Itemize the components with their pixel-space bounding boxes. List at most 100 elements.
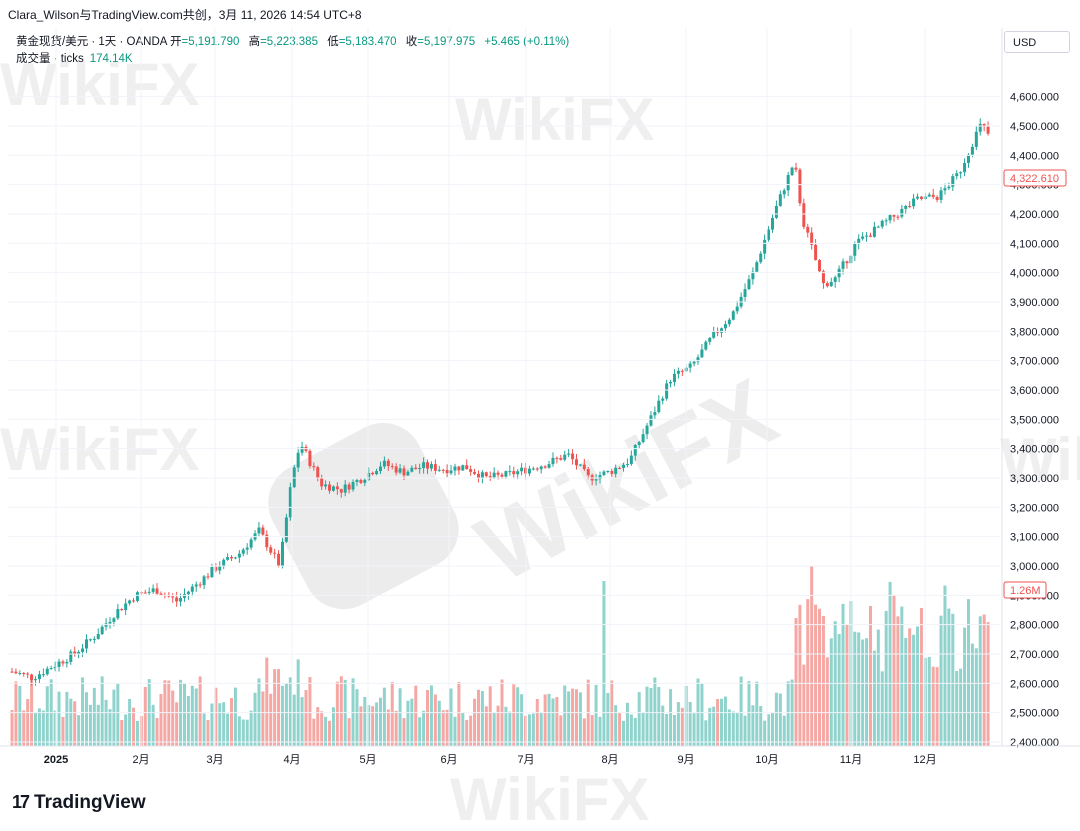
candle-body (508, 471, 512, 473)
volume-bar (198, 676, 202, 746)
price-tag-box (1003, 169, 1067, 187)
volume-bar (829, 638, 833, 746)
time-tick-label: 12月 (913, 754, 936, 766)
volume-bar (974, 648, 978, 746)
volume-bar (41, 710, 45, 746)
candles (10, 118, 990, 686)
volume-bar (861, 639, 865, 746)
candle-body (378, 466, 382, 472)
candle-body (939, 190, 943, 200)
volume-bar (661, 705, 665, 746)
volume-bar (508, 711, 512, 746)
price-tick-label: 4,500.000 (1010, 121, 1059, 133)
candle-body (65, 661, 69, 664)
candle-body (394, 466, 398, 473)
candle-body (441, 469, 445, 471)
price-tick-label: 4,400.000 (1010, 150, 1059, 162)
candle-body (876, 226, 880, 228)
time-tick-label: 4月 (283, 754, 300, 766)
candle-body (53, 666, 57, 669)
close-label: 收 (405, 36, 418, 48)
candle-body (151, 588, 155, 592)
volume-bar (367, 705, 371, 746)
time-axis[interactable]: 2025 2月 3月 4月 5月 6月 7月 8月 9月 10月 11月 12月 (0, 28, 1080, 766)
volume-bar (720, 698, 724, 746)
candle-body (555, 457, 559, 459)
time-tick-label: 2025 (44, 754, 68, 766)
volume-bar (69, 698, 73, 746)
candle-body (802, 203, 806, 227)
candle-body (900, 208, 904, 217)
volume-bar (265, 657, 269, 746)
candle-body (406, 471, 410, 476)
candle-body (469, 469, 473, 472)
volume-bar (606, 693, 610, 746)
candle-body (770, 217, 774, 230)
candle-body (712, 331, 716, 338)
volume-bar (853, 631, 857, 746)
candle-body (202, 576, 206, 586)
volume-bar (73, 701, 77, 746)
volume-bar (394, 710, 398, 746)
volume-bar (351, 678, 355, 746)
candle-body (763, 239, 767, 254)
candle-body (676, 370, 680, 374)
volume-bar (610, 680, 614, 746)
volume-bar (782, 715, 786, 746)
volume-bar (755, 681, 759, 746)
price-axis[interactable]: 4,600.0004,500.0004,400.0004,300.0004,20… (8, 28, 1059, 749)
volume-bar (10, 710, 14, 746)
currency-button[interactable]: USD (1004, 31, 1070, 53)
candle-body (814, 244, 818, 261)
candle-body (657, 400, 661, 413)
tradingview-logo[interactable]: 17 TradingView (12, 792, 146, 814)
candle-body (457, 466, 461, 471)
candle-body (963, 162, 967, 173)
volume-bar (716, 699, 720, 746)
candle-body (92, 638, 96, 640)
candle-body (970, 146, 974, 155)
volume-bar (280, 685, 284, 746)
candle-body (943, 188, 947, 191)
candle-body (896, 216, 900, 218)
candle-body (328, 484, 332, 491)
volume-bar (841, 603, 845, 746)
candle-body (688, 363, 692, 368)
volume-bar (480, 691, 484, 746)
price-tick-label: 3,600.000 (1010, 385, 1059, 397)
volume-bar (641, 712, 645, 746)
candle-body (233, 557, 237, 559)
volume-bar (53, 710, 57, 746)
volume-bar (802, 664, 806, 746)
high-label: 高 (248, 36, 261, 48)
candle-body (445, 470, 449, 474)
volume-bar (727, 709, 731, 746)
volume-bar (888, 581, 892, 746)
volume-bar (571, 688, 575, 746)
price-tick-label: 2,500.000 (1010, 708, 1059, 720)
volume-value: 174.14K (89, 53, 133, 65)
volume-bar (159, 693, 163, 746)
volume-bar (426, 689, 430, 746)
price-tick-label: 3,300.000 (1010, 473, 1059, 485)
volume-bar (233, 687, 237, 746)
tv-logo-icon: 17 (12, 792, 30, 812)
volume-bar (629, 714, 633, 746)
volume-bar (61, 716, 65, 746)
volume-bar (574, 689, 578, 746)
volume-bar (308, 677, 312, 746)
candle-body (904, 205, 908, 209)
volume-bar (884, 610, 888, 746)
volume-bar (88, 704, 92, 746)
volume-bar (594, 684, 598, 746)
volume-bar (30, 677, 34, 746)
volume-bars (10, 566, 990, 746)
candle-body (888, 215, 892, 221)
low-label: 低 (327, 36, 339, 48)
volume-bar (402, 717, 406, 746)
volume-bar (202, 713, 206, 746)
candle-body (806, 226, 810, 233)
candle-body (57, 661, 61, 667)
volume-bar (618, 712, 622, 746)
